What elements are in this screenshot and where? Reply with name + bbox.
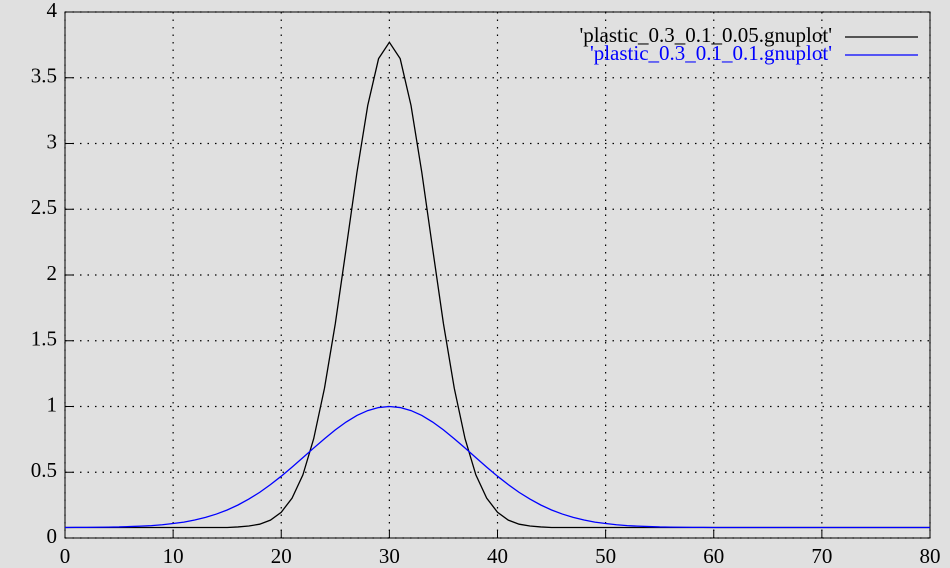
legend-label: 'plastic_0.3_0.1_0.1.gnuplot' (590, 41, 832, 65)
y-tick-label: 3 (47, 129, 58, 153)
x-tick-label: 20 (271, 544, 292, 568)
y-tick-label: 2.5 (31, 195, 57, 219)
plot-border (64, 11, 931, 539)
legend-label: 'plastic_0.3_0.1_0.05.gnuplot' (579, 23, 832, 47)
y-tick-label: 3.5 (31, 64, 57, 88)
x-tick-label: 80 (920, 544, 941, 568)
data-line (64, 405, 930, 529)
x-tick-label: 0 (60, 544, 71, 568)
x-tick-label: 60 (703, 544, 724, 568)
y-tick-label: 2 (47, 261, 58, 285)
x-tick-label: 40 (487, 544, 508, 568)
y-tick-label: 0.5 (31, 458, 57, 482)
y-tick-label: 1 (47, 392, 58, 416)
x-tick-label: 50 (595, 544, 616, 568)
x-tick-label: 70 (811, 544, 832, 568)
x-tick-label: 30 (379, 544, 400, 568)
y-tick-label: 0 (47, 524, 58, 548)
y-tick-label: 1.5 (31, 327, 57, 351)
y-tick-label: 4 (47, 0, 58, 22)
x-tick-label: 10 (163, 544, 184, 568)
